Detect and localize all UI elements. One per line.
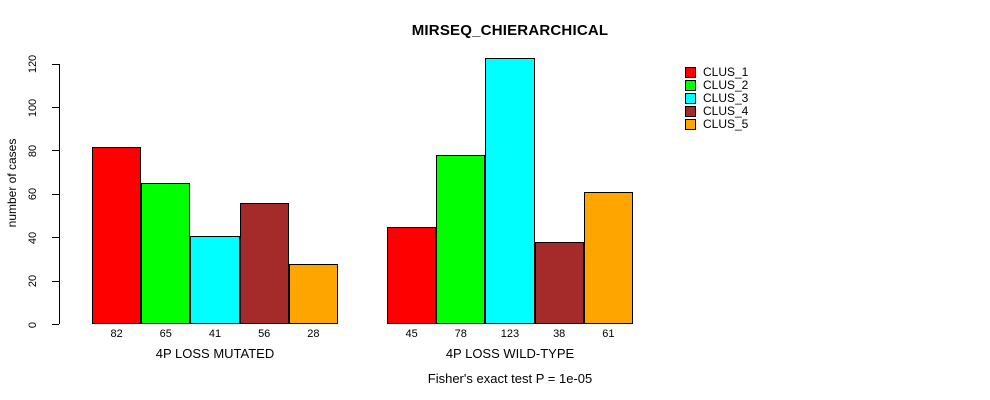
legend-item-label: CLUS_4 — [703, 104, 749, 118]
bar-clus_4-group0 — [239, 202, 289, 325]
bar-value-label: 45 — [405, 328, 418, 340]
legend-color-swatch — [685, 118, 696, 130]
legend-item: CLUS_5 — [685, 118, 748, 130]
chart-title: MIRSEQ_CHIERARCHICAL — [411, 22, 609, 39]
bar-clus_5-group1 — [583, 192, 633, 325]
bar-value-label: 56 — [258, 328, 271, 340]
y-axis-label: number of cases — [5, 138, 19, 228]
y-tick-label: 120 — [27, 54, 39, 74]
legend-color-swatch — [685, 92, 696, 104]
y-tick-label: 20 — [27, 274, 39, 288]
bar-value-label: 38 — [553, 328, 566, 340]
bar-value-label: 41 — [208, 328, 222, 340]
y-tick — [52, 280, 59, 282]
bar-clus_5-group0 — [288, 263, 338, 325]
y-tick-label: 80 — [27, 144, 39, 158]
bar-clus_2-group1 — [436, 155, 486, 325]
bar-value-label: 82 — [110, 328, 123, 340]
legend-item: CLUS_2 — [685, 79, 748, 91]
bar-value-label: 65 — [159, 328, 172, 340]
y-tick-label: 100 — [27, 98, 39, 117]
y-tick — [52, 106, 59, 108]
legend-item: CLUS_4 — [685, 105, 748, 117]
y-tick — [52, 150, 59, 152]
fisher-test-annotation: Fisher's exact test P = 1e-05 — [427, 371, 593, 386]
bar-clus_1-group0 — [92, 146, 142, 325]
x-group-label-mutated: 4P LOSS MUTATED — [155, 346, 275, 361]
bar-clus_1-group1 — [387, 226, 437, 325]
bar-value-label: 28 — [307, 328, 320, 340]
legend-color-swatch — [685, 66, 696, 78]
y-axis-line — [59, 64, 61, 325]
bar-clus_3-group1 — [485, 57, 535, 325]
y-tick-label: 40 — [27, 231, 39, 244]
y-tick-label: 60 — [27, 188, 39, 201]
legend-item-label: CLUS_3 — [703, 91, 749, 105]
y-tick — [52, 63, 59, 65]
legend-item: CLUS_1 — [685, 66, 748, 78]
legend-item-label: CLUS_5 — [703, 117, 749, 131]
legend-item-label: CLUS_2 — [703, 78, 749, 92]
bar-clus_2-group0 — [141, 183, 191, 325]
legend-color-swatch — [685, 105, 696, 117]
bar-value-label: 123 — [500, 328, 520, 340]
bar-value-label: 61 — [602, 328, 615, 340]
legend-item: CLUS_3 — [685, 92, 748, 104]
y-tick — [52, 237, 59, 239]
legend-item-label: CLUS_1 — [703, 65, 749, 79]
y-tick — [52, 323, 59, 325]
bar-clus_3-group0 — [190, 235, 240, 325]
x-group-label-wildtype: 4P LOSS WILD-TYPE — [445, 346, 575, 361]
y-tick — [52, 193, 59, 195]
y-tick-label: 0 — [27, 321, 39, 328]
bar-value-label: 78 — [454, 328, 467, 340]
legend-color-swatch — [685, 79, 696, 91]
bar-clus_4-group1 — [534, 242, 584, 325]
